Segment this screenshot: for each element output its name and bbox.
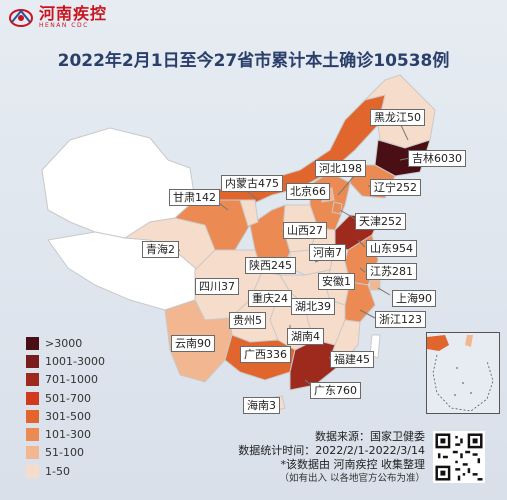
legend-label: >3000 xyxy=(45,336,83,350)
label-jiangsu: 江苏281 xyxy=(366,263,417,280)
label-shanghai: 上海90 xyxy=(392,290,436,307)
legend-label: 701-1000 xyxy=(45,373,98,387)
legend-label: 51-100 xyxy=(45,446,84,460)
label-qinghai: 青海2 xyxy=(142,241,179,258)
data-source-footer: 数据来源：国家卫健委 数据统计时间：2022/2/1-2022/3/14 *该数… xyxy=(238,430,425,486)
label-sichuan: 四川37 xyxy=(195,278,239,295)
label-guangdong: 广东760 xyxy=(310,382,361,399)
legend-label: 101-300 xyxy=(45,428,91,442)
label-hunan: 湖南4 xyxy=(287,328,324,345)
inset-map xyxy=(427,335,494,412)
legend-swatch xyxy=(26,373,39,387)
legend-label: 1-50 xyxy=(45,464,70,478)
region-tianjin xyxy=(331,201,343,215)
region-ningxia xyxy=(239,199,259,227)
label-hainan: 海南3 xyxy=(243,397,280,414)
label-jilin: 吉林6030 xyxy=(408,150,466,167)
page-title: 2022年2月1日至今27省市累计本土确诊10538例 xyxy=(57,51,450,71)
data-period-text: 数据统计时间：2022/2/1-2022/3/14 xyxy=(238,444,425,457)
legend-swatch xyxy=(26,354,39,368)
label-liaoning: 辽宁252 xyxy=(370,179,421,196)
label-guizhou: 贵州5 xyxy=(229,312,266,329)
logo-chinese-text: 河南疾控 xyxy=(39,4,108,23)
legend-item: 1001-3000 xyxy=(26,352,105,370)
legend-item: 701-1000 xyxy=(26,371,105,389)
legend: >3000 1001-3000 701-1000 501-700 301-500 101-… xyxy=(26,334,105,480)
label-anhui: 安徽1 xyxy=(318,273,355,290)
legend-item: 501-700 xyxy=(26,389,105,407)
label-inner-mongolia: 内蒙古475 xyxy=(221,175,283,192)
disclaimer-text: （如有出入 以各地官方公布为准） xyxy=(279,473,425,484)
legend-swatch xyxy=(26,336,39,350)
qr-code-icon xyxy=(433,431,485,483)
legend-swatch xyxy=(26,446,39,460)
label-henan: 河南7 xyxy=(309,244,346,261)
legend-swatch xyxy=(26,464,39,478)
label-hebei: 河北198 xyxy=(315,160,366,177)
legend-label: 501-700 xyxy=(45,391,91,405)
legend-label: 1001-3000 xyxy=(45,354,105,368)
henan-cdc-logo-icon xyxy=(9,9,33,27)
label-shaanxi: 陕西245 xyxy=(245,257,296,274)
legend-item: 51-100 xyxy=(26,444,105,462)
region-shanghai xyxy=(369,279,381,291)
legend-item: >3000 xyxy=(26,334,105,352)
henan-cdc-logo: 河南疾控 HENAN CDC xyxy=(8,6,107,30)
label-chongqing: 重庆24 xyxy=(248,290,292,307)
logo-english-text: HENAN CDC xyxy=(39,22,89,29)
legend-item: 301-500 xyxy=(26,407,105,425)
label-gansu: 甘肃142 xyxy=(169,189,220,206)
south-china-sea-inset xyxy=(426,332,500,414)
legend-swatch xyxy=(26,391,39,405)
data-source-text: 数据来源：国家卫健委 xyxy=(315,430,425,443)
label-shandong: 山东954 xyxy=(366,240,417,257)
label-yunnan: 云南90 xyxy=(171,335,215,352)
legend-item: 1-50 xyxy=(26,462,105,480)
label-shanxi: 山西27 xyxy=(283,222,327,239)
label-zhejiang: 浙江123 xyxy=(375,311,426,328)
label-tianjin: 天津252 xyxy=(355,213,406,230)
label-guangxi: 广西336 xyxy=(240,346,291,363)
label-fujian: 福建45 xyxy=(330,351,374,368)
label-heilongjiang: 黑龙江50 xyxy=(370,109,425,126)
legend-item: 101-300 xyxy=(26,425,105,443)
label-beijing: 北京66 xyxy=(286,183,330,200)
label-hubei: 湖北39 xyxy=(291,298,335,315)
legend-swatch xyxy=(26,428,39,442)
legend-label: 301-500 xyxy=(45,409,91,423)
compiled-by-text: *该数据由 河南疾控 收集整理 xyxy=(280,458,426,471)
legend-swatch xyxy=(26,409,39,423)
